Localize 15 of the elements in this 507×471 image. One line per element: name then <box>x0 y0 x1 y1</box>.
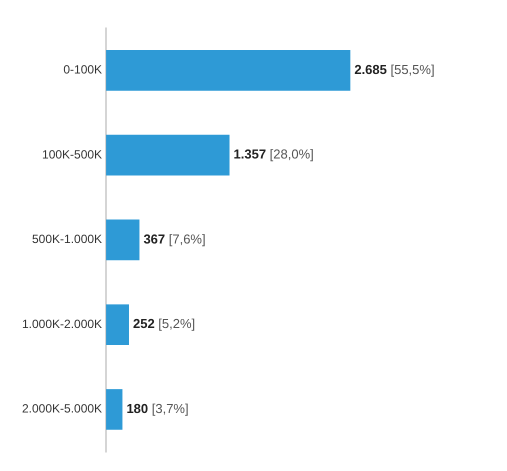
data-label: 252 [5,2%] <box>132 316 196 332</box>
data-label: 180 [3,7%] <box>126 401 189 416</box>
bar <box>106 220 140 260</box>
data-label: 1.357 [28,0%] <box>234 146 314 162</box>
y-tick-label: 500K-1.000K <box>32 232 102 246</box>
y-tick-label: 0-100K <box>63 62 102 77</box>
bar <box>106 389 122 430</box>
bar <box>106 50 350 91</box>
y-tick-label: 2.000K-5.000K <box>22 402 102 416</box>
y-tick-label: 1.000K-2.000K <box>22 316 102 331</box>
data-label: 2.685 [55,5%] <box>354 62 435 77</box>
bar <box>106 134 230 176</box>
bar <box>106 304 129 346</box>
data-label: 367 [7,6%] <box>143 231 206 246</box>
y-tick-label: 100K-500K <box>42 147 102 162</box>
